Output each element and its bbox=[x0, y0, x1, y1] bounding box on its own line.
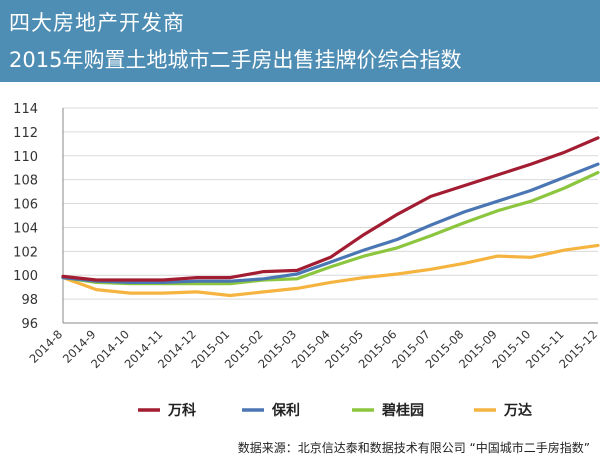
line-chart: 96981001021041061081101121142014-82014-9… bbox=[13, 102, 600, 419]
legend-label: 万科 bbox=[167, 402, 196, 419]
y-tick-label: 104 bbox=[13, 221, 38, 236]
series-line-万达 bbox=[61, 243, 600, 298]
legend-label: 碧桂园 bbox=[381, 402, 424, 419]
y-tick-label: 106 bbox=[13, 198, 38, 213]
series-line-万科 bbox=[61, 136, 600, 282]
y-tick-label: 110 bbox=[13, 150, 38, 165]
data-source-note: 数据来源：北京信达泰和数据技术有限公司 “中国城市二手房指数” bbox=[237, 441, 590, 455]
chart-title-line-2: 2015年购置土地城市二手房出售挂牌价综合指数 bbox=[9, 48, 462, 72]
x-tick-label: 2014-8 bbox=[26, 327, 65, 366]
legend-label: 万达 bbox=[503, 402, 532, 419]
series-line-保利 bbox=[61, 162, 600, 284]
y-tick-label: 98 bbox=[21, 293, 38, 308]
series-line-碧桂园 bbox=[61, 170, 600, 286]
y-tick-label: 112 bbox=[13, 126, 38, 141]
legend-label: 保利 bbox=[271, 402, 300, 419]
title-banner: 四大房地产开发商 2015年购置土地城市二手房出售挂牌价综合指数 bbox=[0, 0, 600, 82]
chart-title-line-1: 四大房地产开发商 bbox=[9, 11, 185, 35]
y-tick-label: 108 bbox=[13, 174, 38, 189]
y-tick-label: 100 bbox=[13, 269, 38, 284]
y-tick-label: 102 bbox=[13, 245, 38, 260]
y-tick-label: 114 bbox=[13, 102, 38, 117]
y-tick-label: 96 bbox=[21, 317, 38, 332]
